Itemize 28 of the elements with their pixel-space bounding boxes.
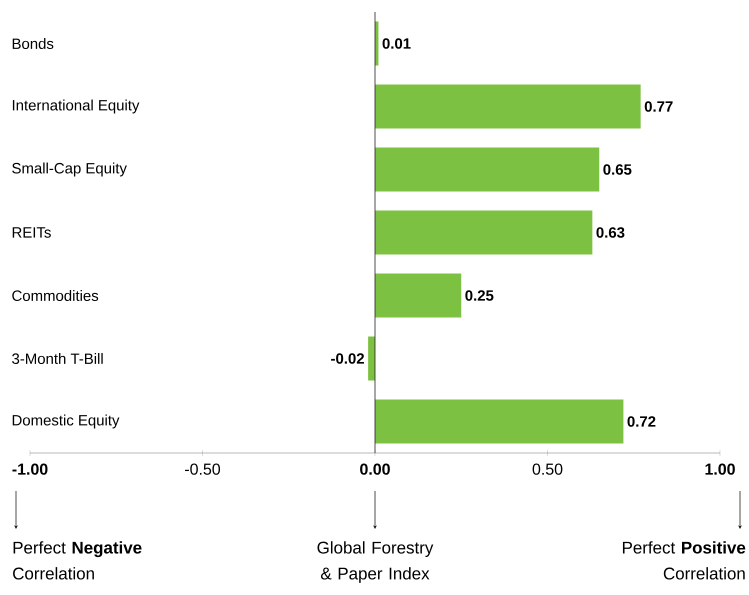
data-label: 0.01 xyxy=(382,38,411,49)
y-tick-label: International Equity xyxy=(12,100,140,114)
y-tick-label: Small-Cap Equity xyxy=(12,162,127,176)
y-tick-label: Commodities xyxy=(12,290,98,301)
data-label: 0.77 xyxy=(644,101,673,112)
bar xyxy=(368,336,376,381)
x-tick-label: -0.50 xyxy=(185,464,220,475)
bar xyxy=(375,273,462,318)
data-label: 0.65 xyxy=(603,164,632,175)
x-tick-label: 0.00 xyxy=(360,464,390,475)
data-label: -0.02 xyxy=(331,353,364,364)
text: Global Forestry & Paper Index xyxy=(318,541,434,583)
y-tick-label: Domestic Equity xyxy=(12,414,120,428)
bar xyxy=(375,147,600,192)
bar xyxy=(375,84,641,129)
x-tick-label: 0.50 xyxy=(532,464,562,475)
x-tick-label: -1.00 xyxy=(12,464,48,475)
data-label: 0.63 xyxy=(596,227,624,238)
text: Perfect Positive Correlation xyxy=(622,541,746,580)
data-label: 0.72 xyxy=(628,416,656,427)
x-tick-label: 1.00 xyxy=(705,464,735,475)
text: Perfect Negative Correlation xyxy=(13,541,142,580)
bar xyxy=(375,399,624,444)
bar xyxy=(375,210,592,255)
y-tick-label: Bonds xyxy=(12,38,54,49)
y-tick-label: REITs xyxy=(12,227,51,238)
y-tick-label: 3-Month T-Bill xyxy=(12,353,103,364)
data-label: 0.25 xyxy=(465,290,494,301)
